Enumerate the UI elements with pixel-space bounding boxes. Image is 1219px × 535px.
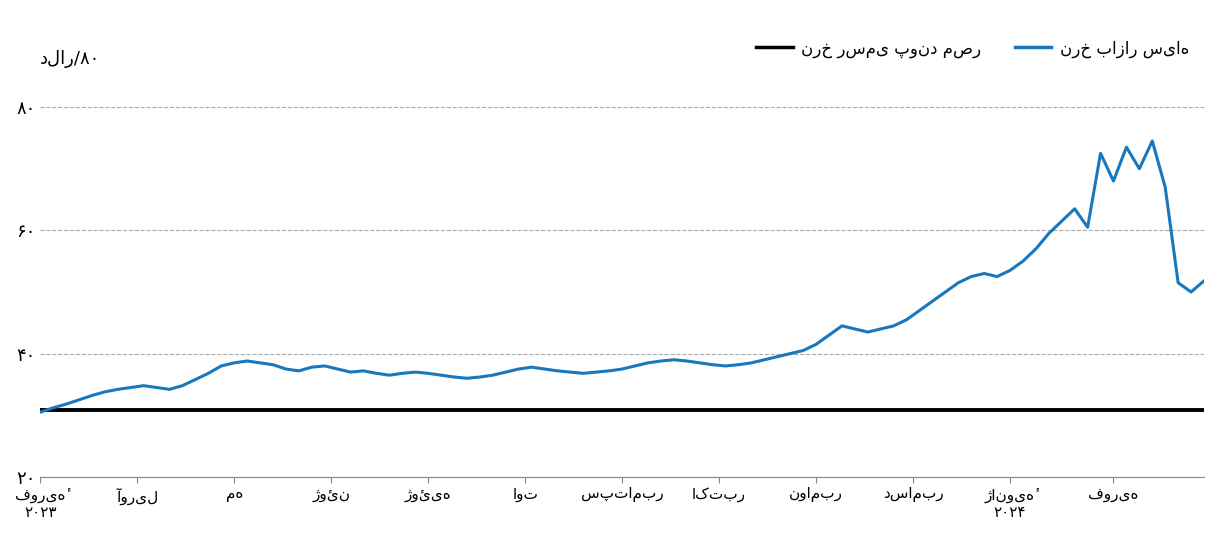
Text: دلار/۸۰: دلار/۸۰ [40,50,100,68]
Legend: نرخ رسمی پوند مصر, نرخ بازار سیاه: نرخ رسمی پوند مصر, نرخ بازار سیاه [750,33,1196,64]
